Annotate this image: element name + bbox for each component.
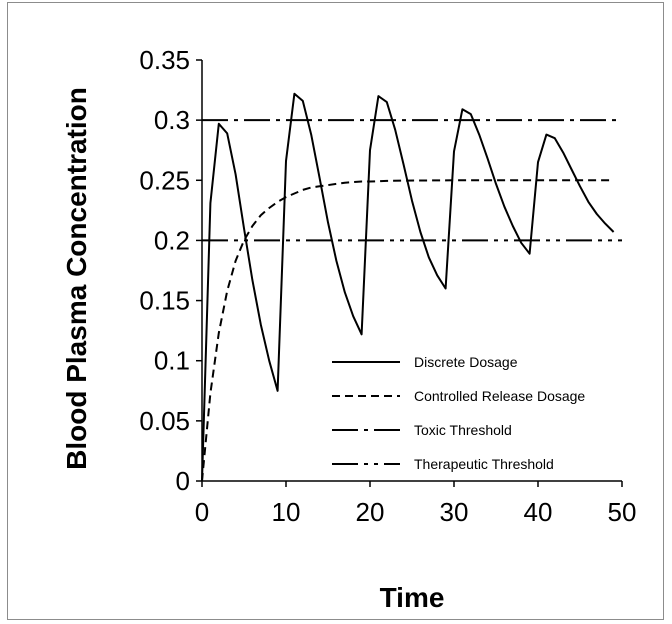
x-tick-label: 0 xyxy=(195,497,209,527)
y-tick-label: 0.2 xyxy=(154,225,190,255)
y-tick-label: 0.15 xyxy=(139,286,190,316)
x-tick-label: 10 xyxy=(272,497,301,527)
legend: Discrete Dosage Controlled Release Dosage… xyxy=(332,354,585,472)
axes xyxy=(201,60,622,482)
x-tick-label: 30 xyxy=(440,497,469,527)
legend-label: Toxic Threshold xyxy=(414,422,512,438)
legend-label: Therapeutic Threshold xyxy=(414,456,554,472)
chart-frame xyxy=(7,2,664,620)
y-tick-label: 0.1 xyxy=(154,346,190,376)
x-axis-title: Time xyxy=(380,582,445,613)
series-line-controlled-release-dosage xyxy=(201,179,614,482)
y-tick-label: 0.05 xyxy=(139,406,190,436)
series-line-discrete-dosage xyxy=(201,92,615,482)
y-tick-label: 0 xyxy=(176,466,190,496)
y-tick-label: 0.3 xyxy=(154,105,190,135)
tick-labels: 0 0.05 0.1 0.15 0.2 0.25 0.3 0.35 0 10 20 30 40 50 xyxy=(139,45,636,527)
x-tick-label: 40 xyxy=(524,497,553,527)
y-tick-label: 0.25 xyxy=(139,165,190,195)
y-tick-label: 0.35 xyxy=(139,45,190,75)
y-axis-title: Blood Plasma Concentration xyxy=(61,87,92,470)
legend-label: Discrete Dosage xyxy=(414,354,518,370)
series-layer xyxy=(201,92,622,482)
legend-label: Controlled Release Dosage xyxy=(414,388,585,404)
x-tick-label: 50 xyxy=(608,497,637,527)
x-tick-label: 20 xyxy=(356,497,385,527)
